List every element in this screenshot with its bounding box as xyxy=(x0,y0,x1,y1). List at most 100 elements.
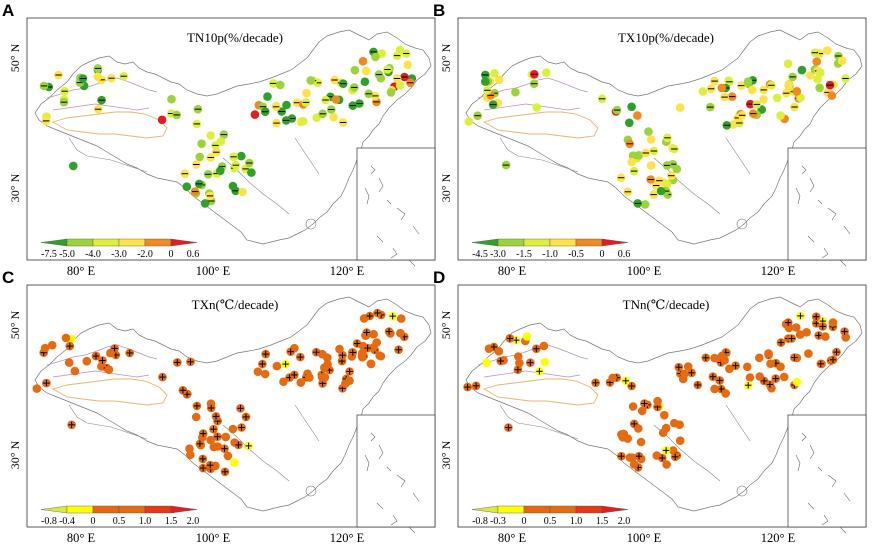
station-marker xyxy=(675,103,685,112)
colorbar-segment xyxy=(523,238,551,247)
colorbar: -0.8 -0.4 0 0.5 1.0 1.5 2.0 xyxy=(40,505,199,527)
station-marker xyxy=(743,77,753,86)
station-marker xyxy=(640,200,650,209)
map-panel-d: TNn(℃/decade) D 50° N 30° N 80° E 100° E 120° … xyxy=(433,268,867,545)
station-marker xyxy=(629,460,639,469)
station-marker xyxy=(627,157,636,167)
station-marker xyxy=(627,102,636,112)
colorbar-tick-label: 0 xyxy=(169,249,174,260)
station-marker xyxy=(644,127,653,136)
colorbar-tick-label: -4.5 xyxy=(472,249,488,260)
station-layer xyxy=(463,311,850,472)
station-marker xyxy=(661,423,671,433)
station-marker xyxy=(625,118,634,128)
colorbar: -4.5 -3.0 -1.5 -1.0 -0.5 0 0.6 xyxy=(471,238,631,260)
lat-label: 30° N xyxy=(8,173,22,202)
station-marker xyxy=(656,186,666,196)
station-marker xyxy=(263,92,272,101)
lat-label: 50° N xyxy=(8,43,22,72)
colorbar-segment xyxy=(170,238,198,247)
station-marker xyxy=(260,369,270,379)
colorbar-tick-label: 2.0 xyxy=(618,516,631,527)
station-marker xyxy=(272,361,282,371)
station-marker xyxy=(216,137,226,146)
lon-label: 120° E xyxy=(330,531,365,545)
station-marker xyxy=(396,328,405,338)
station-marker xyxy=(371,52,380,62)
station-marker xyxy=(335,344,344,354)
panel-letter: B xyxy=(433,1,445,20)
station-marker xyxy=(779,372,789,382)
station-marker xyxy=(646,161,656,170)
station-marker xyxy=(646,135,656,144)
colorbar-segment xyxy=(523,505,551,514)
station-marker xyxy=(748,85,757,95)
station-marker xyxy=(683,362,693,371)
station-marker xyxy=(745,373,755,382)
station-marker xyxy=(358,56,368,66)
colorbar-segment xyxy=(118,238,146,247)
colorbar-tick-label: -0.8 xyxy=(472,516,488,527)
station-marker xyxy=(511,87,520,97)
colorbar-segment xyxy=(575,238,603,247)
station-marker xyxy=(395,81,405,90)
station-marker xyxy=(837,56,847,65)
south-china-sea-inset xyxy=(787,147,867,267)
station-marker xyxy=(69,161,78,171)
colorbar-segment xyxy=(92,505,120,514)
colorbar-tick-label: 0.5 xyxy=(113,516,126,527)
lat-label: 30° N xyxy=(439,173,453,202)
colorbar-segment xyxy=(66,505,94,514)
station-marker xyxy=(490,69,499,78)
colorbar-segment xyxy=(497,238,525,247)
station-marker xyxy=(670,418,679,428)
station-marker xyxy=(93,72,102,81)
station-marker xyxy=(815,83,824,93)
station-marker xyxy=(47,340,57,350)
panel-letter: C xyxy=(2,268,14,287)
station-marker xyxy=(721,389,730,398)
station-marker xyxy=(376,351,386,361)
colorbar-tick-label: -3.0 xyxy=(111,249,127,260)
station-marker xyxy=(494,347,504,356)
panel-title: TX10p(%/decade) xyxy=(618,30,714,45)
station-marker xyxy=(678,374,688,384)
colorbar-segment xyxy=(549,238,577,247)
station-marker xyxy=(759,95,768,104)
colorbar-tick-label: 0.6 xyxy=(618,249,631,260)
colorbar-tick-label: -5.0 xyxy=(59,249,75,260)
lat-label: 30° N xyxy=(8,440,22,469)
lon-label: 120° E xyxy=(330,264,365,278)
station-marker xyxy=(386,88,396,97)
station-marker xyxy=(796,93,805,102)
station-marker xyxy=(366,359,376,369)
station-marker xyxy=(191,412,201,422)
colorbar-tick-label: -2.0 xyxy=(137,249,153,260)
station-marker xyxy=(237,151,246,161)
colorbar-segment xyxy=(144,505,172,514)
colorbar-tick-label: 0 xyxy=(91,516,96,527)
station-marker xyxy=(305,373,314,382)
station-marker xyxy=(331,95,341,104)
colorbar-tick-label: 1.0 xyxy=(139,516,152,527)
colorbar-segment xyxy=(575,505,603,514)
panel-title: TNn(℃/decade) xyxy=(623,297,710,312)
lon-label: 80° E xyxy=(67,264,96,278)
lat-label: 30° N xyxy=(439,440,453,469)
station-marker xyxy=(821,332,830,341)
colorbar-tick-label: 0 xyxy=(600,249,605,260)
station-marker xyxy=(662,179,672,189)
station-marker xyxy=(764,349,773,358)
station-marker xyxy=(481,77,490,86)
station-marker xyxy=(157,115,167,125)
station-marker xyxy=(827,91,837,100)
lon-label: 120° E xyxy=(761,264,796,278)
colorbar-tick-label: 0.6 xyxy=(187,249,200,260)
station-marker xyxy=(250,110,260,119)
station-layer xyxy=(464,46,850,209)
station-marker xyxy=(32,384,42,393)
colorbar-segment xyxy=(66,238,94,247)
station-marker xyxy=(637,406,647,416)
station-layer xyxy=(32,308,409,477)
